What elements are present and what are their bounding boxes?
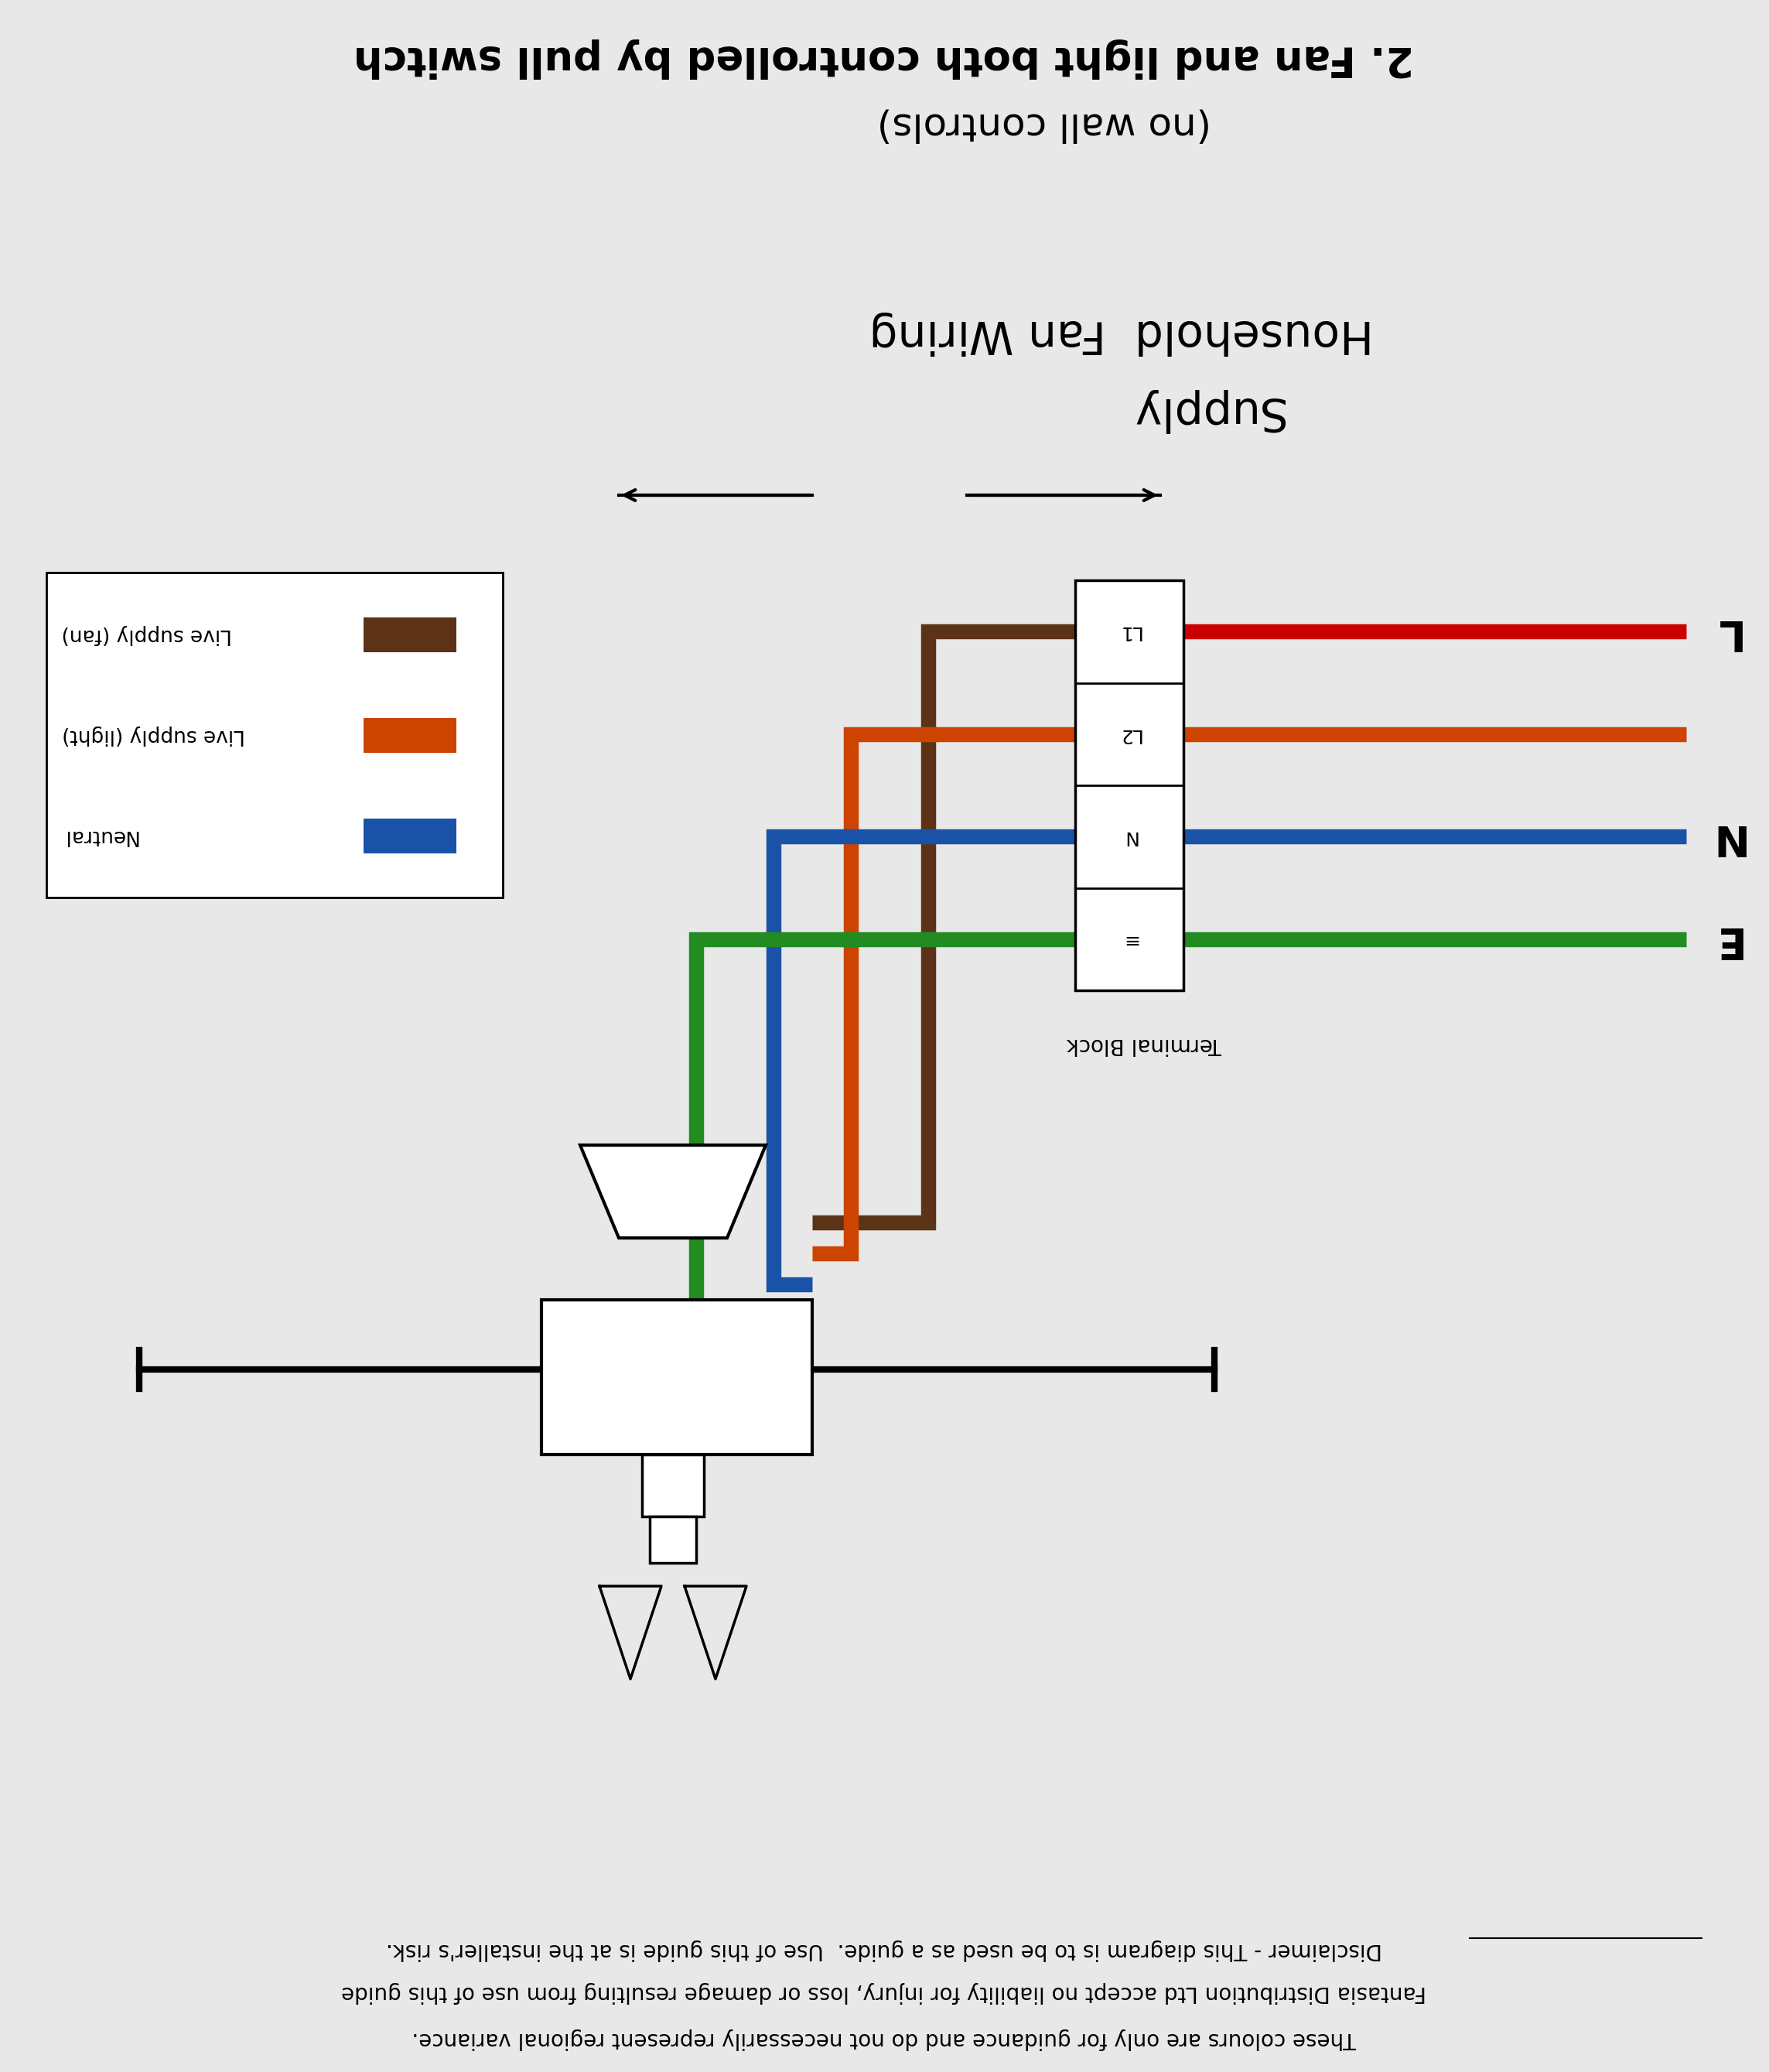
Bar [364, 617, 456, 653]
Bar [1076, 580, 1183, 990]
Text: N: N [1707, 816, 1742, 858]
Text: Terminal Block: Terminal Block [1067, 1034, 1222, 1055]
Text: Disclaimer - This diagram is to be used as a guide.  Use of this guide is at the: Disclaimer - This diagram is to be used … [386, 1939, 1382, 1960]
Polygon shape [580, 1146, 766, 1237]
Text: L1: L1 [1118, 622, 1141, 640]
Text: (no wall controls): (no wall controls) [877, 106, 1212, 143]
Text: ≡: ≡ [1122, 930, 1137, 949]
Text: Supply: Supply [1130, 387, 1284, 433]
Text: Fantasia Distribution Ltd accept no liability for injury, loss or damage resulti: Fantasia Distribution Ltd accept no liab… [341, 1981, 1426, 2004]
Text: L: L [1711, 611, 1739, 653]
Bar [46, 572, 502, 897]
Text: 2. Fan and light both controlled by pull switch: 2. Fan and light both controlled by pull… [354, 37, 1415, 79]
Bar [364, 717, 456, 752]
Text: Live supply (light): Live supply (light) [62, 725, 246, 746]
Text: Neutral: Neutral [62, 825, 138, 845]
Text: L2: L2 [1118, 725, 1141, 744]
Text: E: E [1711, 918, 1739, 959]
Bar [364, 818, 456, 854]
Text: These colours are only for guidance and do not necessarily represent regional va: These colours are only for guidance and … [412, 2028, 1357, 2049]
Bar [649, 1517, 697, 1562]
Text: N: N [1122, 827, 1136, 845]
Text: Live supply (fan): Live supply (fan) [62, 624, 232, 644]
Bar [541, 1299, 812, 1455]
Text: Household  Fan Wiring: Household Fan Wiring [869, 311, 1375, 354]
Bar [642, 1455, 704, 1517]
